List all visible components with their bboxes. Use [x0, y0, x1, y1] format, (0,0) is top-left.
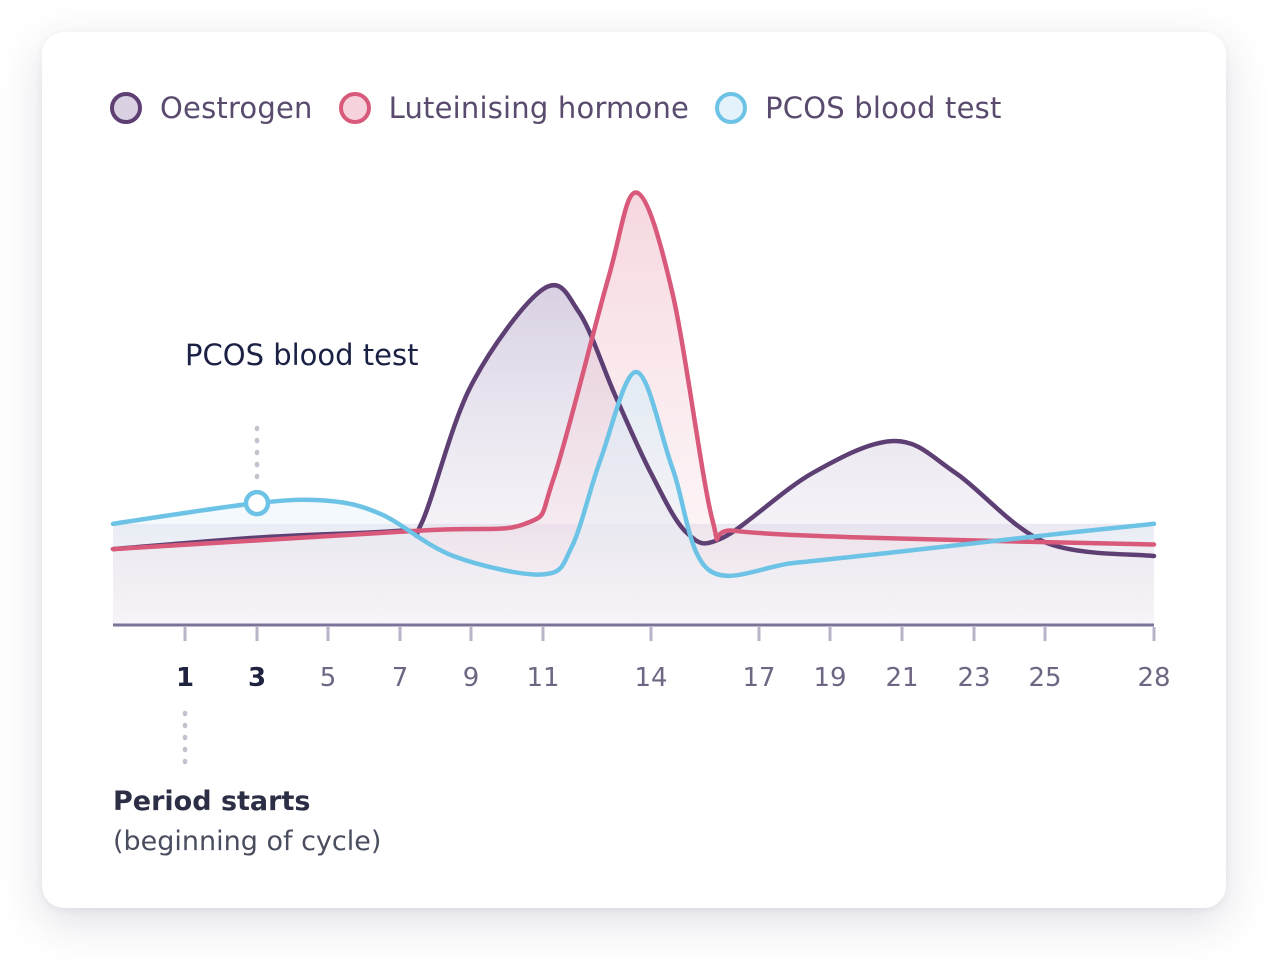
x-tick-label-11: 11: [526, 663, 559, 693]
line-pcos-blood-test: [110, 369, 1157, 579]
x-tick-label-28: 28: [1137, 663, 1170, 693]
series-lines: [110, 190, 1157, 579]
x-tick-label-21: 21: [885, 663, 918, 693]
test-day-marker: [243, 489, 271, 517]
legend-item-luteinising-hormone: Luteinising hormone: [338, 91, 690, 125]
legend-label-luteinising-hormone: Luteinising hormone: [388, 91, 690, 125]
test-day-annotation: PCOS blood test: [185, 338, 419, 372]
x-axis-ticks: [183, 627, 1156, 641]
legend-marker-oestrogen: [110, 92, 142, 124]
x-tick-label-1: 1: [176, 663, 194, 693]
legend-marker-pcos-blood-test: [715, 92, 748, 124]
legend-item-pcos-blood-test: PCOS blood test: [715, 91, 1001, 125]
x-tick-label-14: 14: [634, 663, 667, 693]
legend-label-oestrogen: Oestrogen: [160, 91, 313, 125]
legend-label-pcos-blood-test: PCOS blood test: [765, 91, 1002, 125]
period-start-annotation: Period starts: [113, 786, 311, 817]
legend-marker-luteinising-hormone: [338, 92, 371, 124]
x-tick-label-9: 9: [463, 663, 480, 693]
x-tick-label-5: 5: [320, 663, 337, 693]
legend-item-oestrogen: Oestrogen: [110, 91, 313, 125]
area-pcos-blood-test: [113, 371, 1154, 625]
chart-legend: Oestrogen Luteinising hormone PCOS blood…: [110, 86, 1028, 130]
period-start-subtitle: (beginning of cycle): [113, 826, 382, 857]
x-tick-label-7: 7: [392, 663, 409, 693]
x-axis-tick-labels: 1 3 5 7 9 11 14 17 19 21 23 25 28: [176, 663, 1171, 693]
x-tick-label-23: 23: [957, 663, 990, 693]
x-tick-label-25: 25: [1028, 663, 1061, 693]
line-luteinising-hormone: [110, 190, 1157, 552]
x-tick-label-17: 17: [742, 663, 775, 693]
x-tick-label-3: 3: [248, 663, 266, 693]
x-tick-label-19: 19: [813, 663, 846, 693]
area-fills: [113, 192, 1154, 625]
